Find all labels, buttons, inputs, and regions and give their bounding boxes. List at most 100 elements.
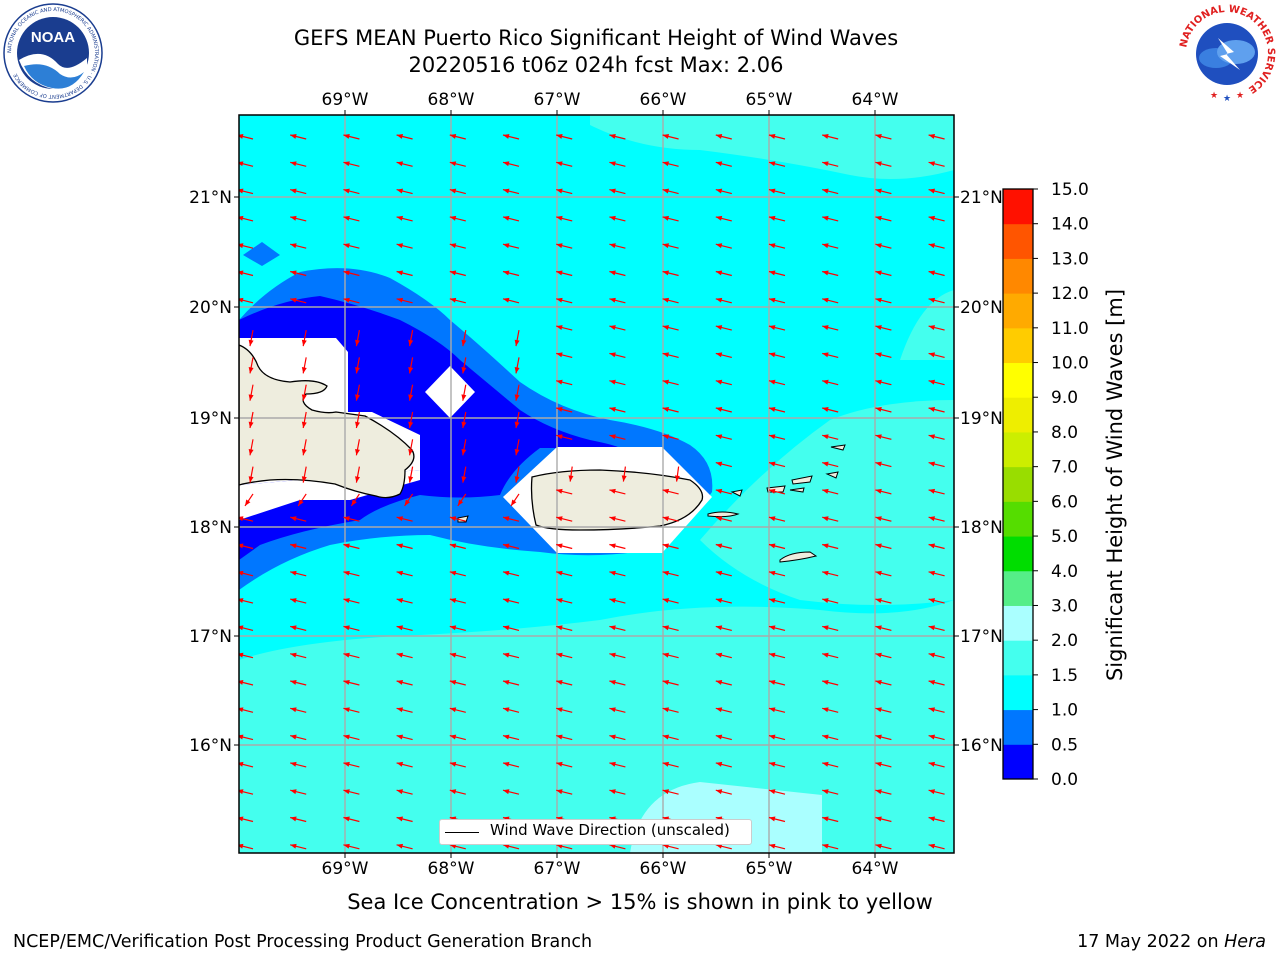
footer-date-text: 17 May 2022 on	[1077, 932, 1225, 952]
wave-direction-arrow	[556, 625, 573, 631]
wave-direction-arrow	[662, 789, 679, 795]
wave-direction-arrow	[502, 734, 520, 741]
wave-direction-arrow	[928, 488, 945, 495]
wave-direction-arrow	[928, 761, 945, 768]
wave-direction-arrow	[768, 625, 786, 631]
wave-direction-arrow	[928, 297, 945, 304]
wave-direction-arrow	[662, 270, 679, 277]
wave-direction-arrow	[928, 789, 945, 795]
wave-direction-arrow	[502, 243, 520, 249]
lat-label-right: 16°N	[960, 736, 1003, 756]
wave-direction-arrow	[290, 516, 307, 522]
wave-direction-arrow	[343, 161, 360, 167]
legend-label: Wind Wave Direction (unscaled)	[490, 821, 730, 839]
wave-direction-arrow	[662, 734, 679, 741]
contour-0.5-spot	[243, 242, 280, 266]
colorbar-swatch	[1003, 674, 1033, 711]
wave-direction-arrow	[248, 357, 254, 374]
wave-direction-arrow	[928, 516, 945, 522]
wave-direction-arrow	[822, 325, 839, 331]
wave-direction-arrow	[715, 761, 732, 768]
lat-label-left: 17°N	[189, 627, 232, 647]
wave-direction-arrow	[502, 215, 520, 222]
wave-direction-arrow	[662, 325, 679, 331]
wave-direction-arrow	[609, 843, 626, 850]
wave-direction-arrow	[928, 134, 945, 140]
colorbar-tick-label: 14.0	[1051, 215, 1089, 235]
colorbar-swatch	[1003, 744, 1033, 780]
colorbar-swatch	[1003, 536, 1033, 572]
wave-direction-arrow	[662, 434, 679, 440]
lon-label-bottom: 69°W	[322, 859, 369, 879]
wave-direction-arrow	[768, 461, 786, 468]
wave-direction-arrow	[290, 680, 307, 686]
wave-direction-arrow	[556, 215, 573, 222]
wave-direction-arrow	[568, 466, 574, 482]
wave-direction-arrow	[875, 625, 892, 631]
wave-direction-arrow	[556, 270, 573, 277]
lon-label-bottom: 68°W	[428, 859, 475, 879]
wave-direction-arrow	[556, 570, 573, 577]
wave-direction-arrow	[343, 625, 360, 631]
wave-direction-arrow	[662, 516, 679, 522]
footer-date: 17 May 2022 on Hera	[1077, 932, 1266, 952]
wave-direction-arrow	[662, 488, 679, 495]
wave-direction-arrow	[715, 161, 732, 167]
wave-direction-arrow	[662, 625, 679, 631]
wave-direction-arrow	[502, 570, 520, 577]
wave-direction-arrow	[715, 543, 732, 550]
wave-direction-arrow	[609, 598, 626, 604]
colorbar	[1002, 188, 1034, 780]
svg-text:★: ★	[1210, 91, 1218, 101]
wave-direction-arrow	[301, 357, 307, 374]
wave-direction-arrow	[621, 466, 627, 482]
wave-direction-arrow	[609, 407, 626, 413]
wave-direction-arrow	[449, 625, 466, 631]
colorbar-tick-label: 6.0	[1051, 492, 1078, 512]
wave-direction-arrow	[928, 407, 945, 413]
wave-direction-arrow	[343, 598, 360, 604]
wave-direction-arrow	[928, 434, 945, 440]
wave-direction-arrow	[928, 543, 945, 550]
wave-direction-arrow	[396, 816, 413, 823]
land-sombrero	[830, 444, 846, 451]
legend-line-sample	[445, 832, 479, 833]
wave-direction-arrow	[343, 816, 360, 823]
wave-direction-arrow	[822, 543, 839, 550]
wave-direction-arrow	[928, 161, 945, 167]
wave-direction-arrow	[514, 439, 520, 456]
wave-direction-arrow	[502, 789, 520, 795]
wave-direction-arrow	[768, 543, 786, 550]
wave-direction-arrow	[502, 161, 520, 167]
wave-direction-arrow	[297, 493, 307, 507]
wave-direction-arrow	[248, 329, 254, 347]
colorbar-tick-label: 9.0	[1051, 388, 1078, 408]
wave-direction-arrow	[396, 297, 413, 304]
wave-direction-arrow	[768, 352, 786, 358]
wave-direction-arrow	[290, 816, 307, 823]
wave-direction-arrow	[928, 598, 945, 604]
wave-direction-arrow	[396, 707, 413, 713]
wave-direction-arrow	[290, 188, 307, 195]
wave-direction-arrow	[343, 843, 360, 850]
wave-direction-arrow	[396, 570, 413, 577]
lon-label-top: 68°W	[428, 90, 475, 110]
wave-direction-arrow	[290, 761, 307, 768]
wave-direction-arrow	[343, 652, 360, 659]
wave-direction-arrow	[875, 707, 892, 713]
wave-direction-arrow	[715, 270, 732, 277]
lat-label-left: 20°N	[189, 298, 232, 318]
lon-label-bottom: 67°W	[534, 859, 581, 879]
wave-direction-arrow	[928, 243, 945, 249]
wave-direction-arrow	[768, 570, 786, 577]
wave-direction-arrow	[768, 325, 786, 331]
wave-direction-arrow	[449, 734, 466, 741]
wave-direction-arrow	[674, 466, 680, 482]
wave-direction-arrow	[875, 570, 892, 577]
wave-direction-arrow	[822, 243, 839, 249]
wave-direction-arrow	[449, 188, 466, 195]
wave-direction-arrow	[343, 707, 360, 713]
colorbar-swatch	[1003, 327, 1033, 364]
wave-direction-arrow	[822, 707, 839, 713]
